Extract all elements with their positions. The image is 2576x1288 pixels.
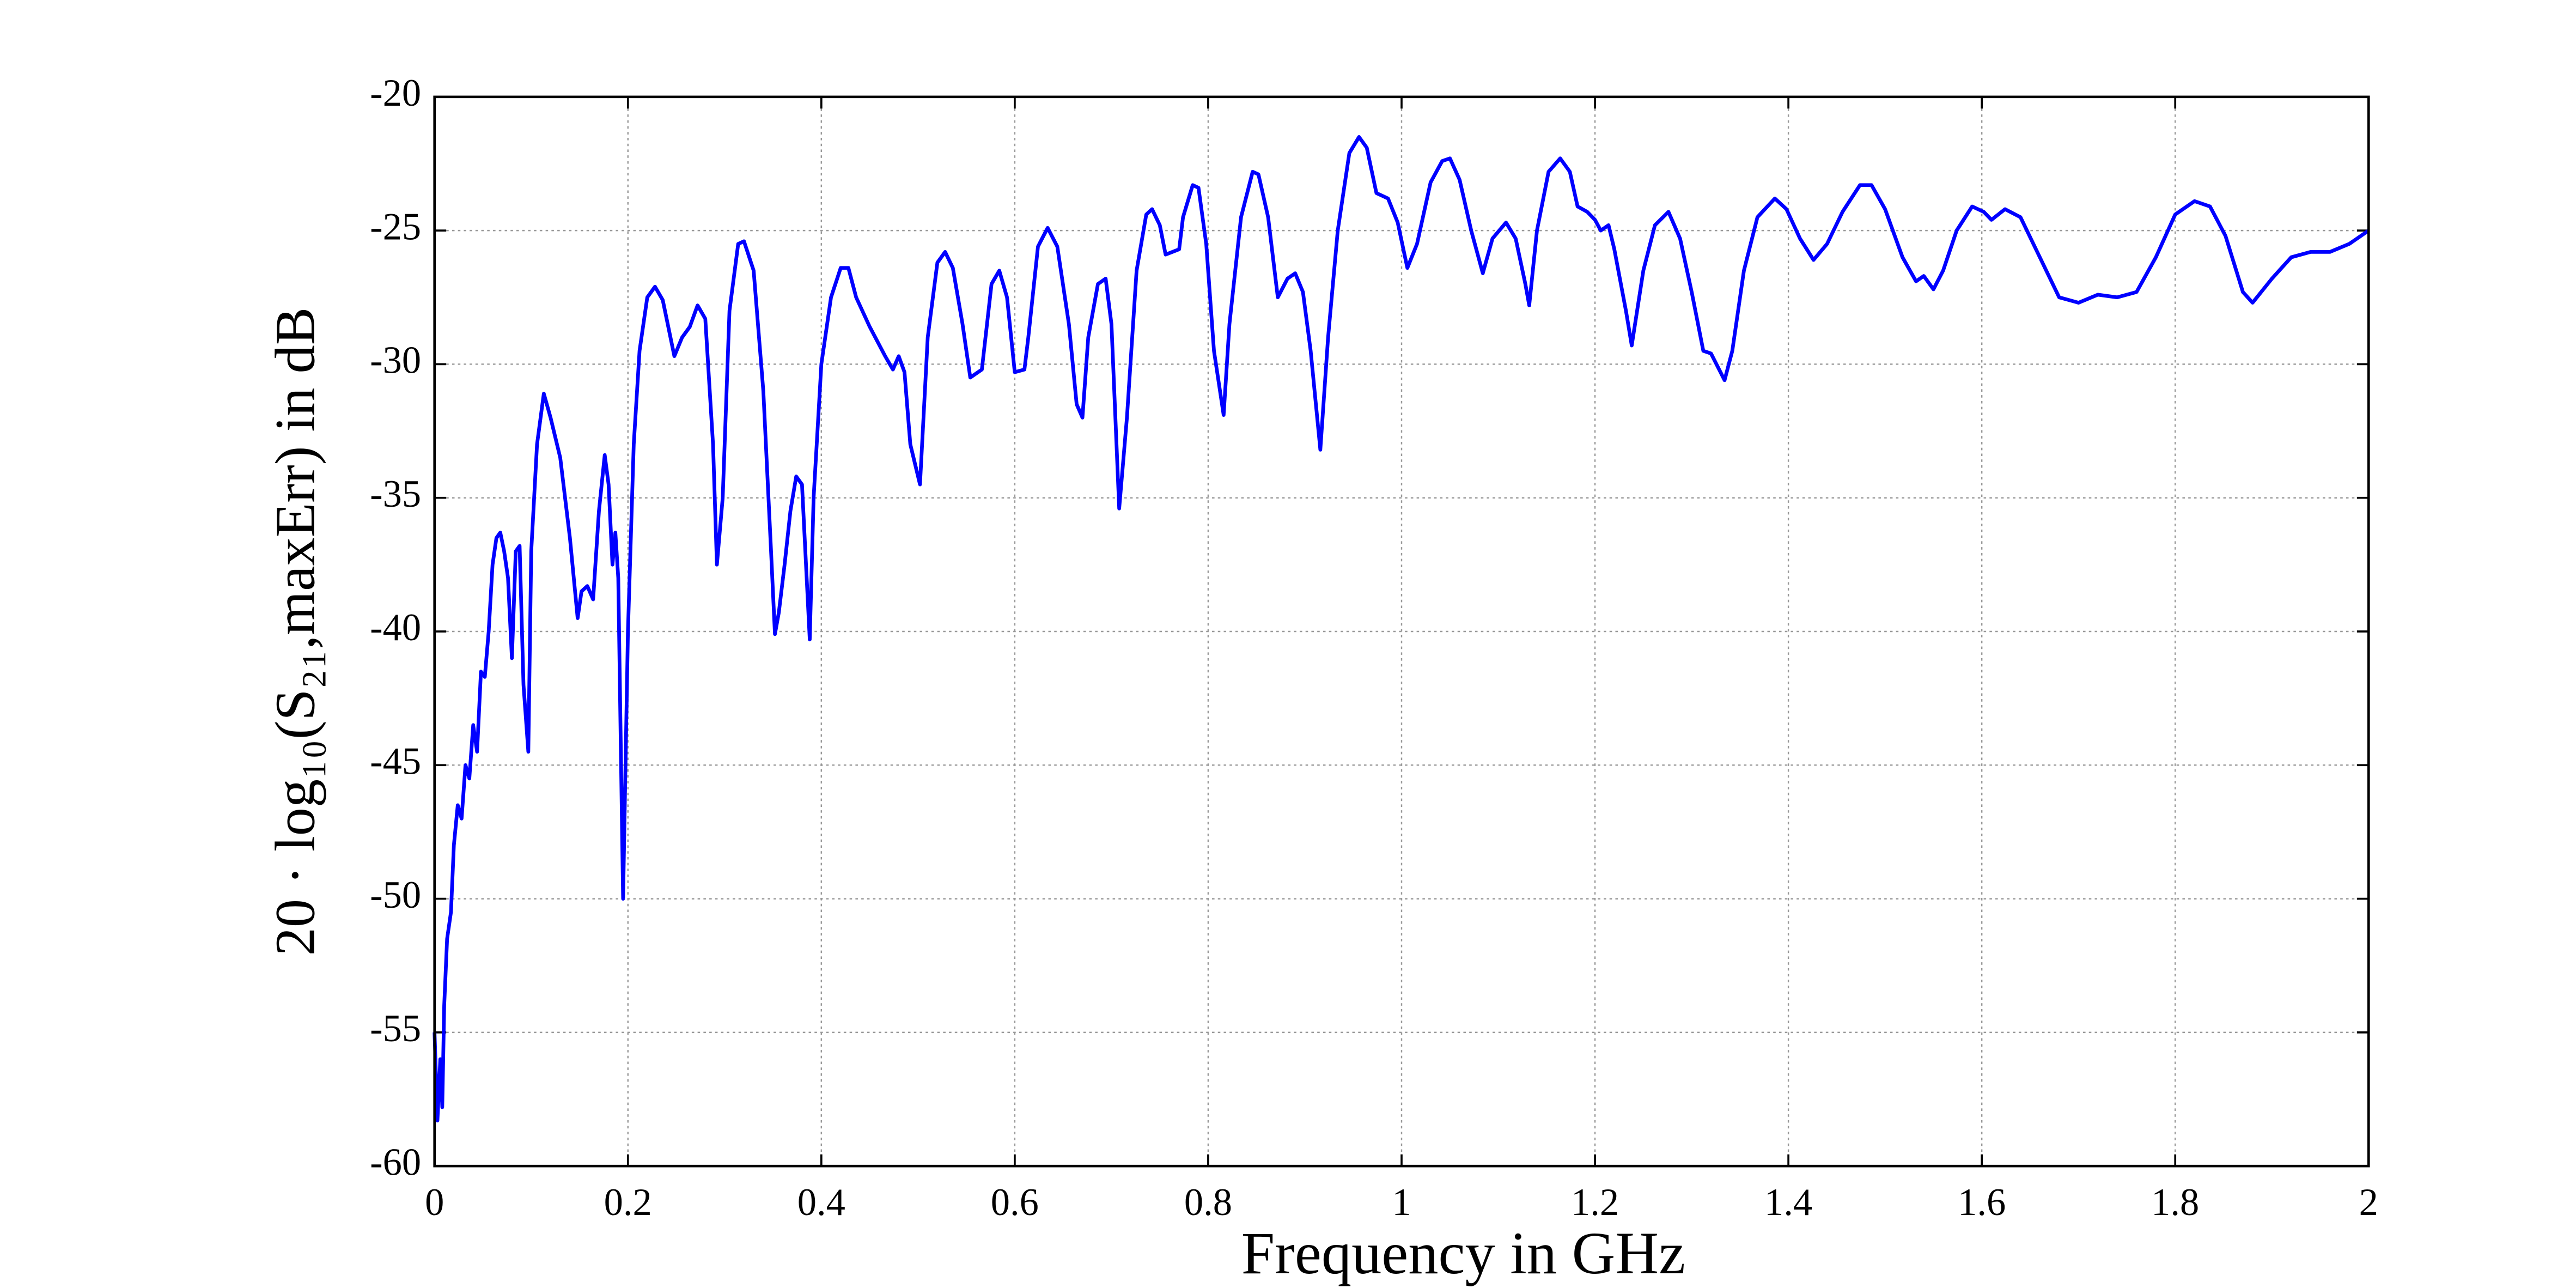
x-tick-label: 1.2 (1571, 1181, 1619, 1224)
y-tick-label: -35 (370, 473, 421, 515)
x-tick-label: 0.6 (991, 1181, 1039, 1224)
x-tick-label: 0.4 (797, 1181, 845, 1224)
y-axis-label: 20 · log₁₀(S₂₁,maxErr) in dB (263, 307, 326, 956)
y-tick-label: -20 (370, 72, 421, 114)
y-tick-label: -50 (370, 874, 421, 916)
x-tick-label: 2 (2359, 1181, 2378, 1224)
data-line (433, 135, 2370, 1123)
x-tick-label: 1.8 (2151, 1181, 2199, 1224)
y-tick-label: -45 (370, 740, 421, 782)
y-tick-label: -60 (370, 1141, 421, 1183)
x-tick-label: 0 (425, 1181, 444, 1224)
x-tick-label: 1.4 (1764, 1181, 1812, 1224)
x-tick-label: 0.8 (1184, 1181, 1232, 1224)
y-tick-label: -55 (370, 1007, 421, 1050)
x-tick-label: 1 (1392, 1181, 1411, 1224)
y-tick-label: -40 (370, 606, 421, 649)
x-tick-label: 1.6 (1958, 1181, 2006, 1224)
x-tick-label: 0.2 (604, 1181, 652, 1224)
y-tick-label: -25 (370, 205, 421, 248)
y-tick-label: -30 (370, 339, 421, 382)
x-axis-label: Frequency in GHz (1241, 1220, 1685, 1286)
plot-frame (433, 95, 2370, 1168)
